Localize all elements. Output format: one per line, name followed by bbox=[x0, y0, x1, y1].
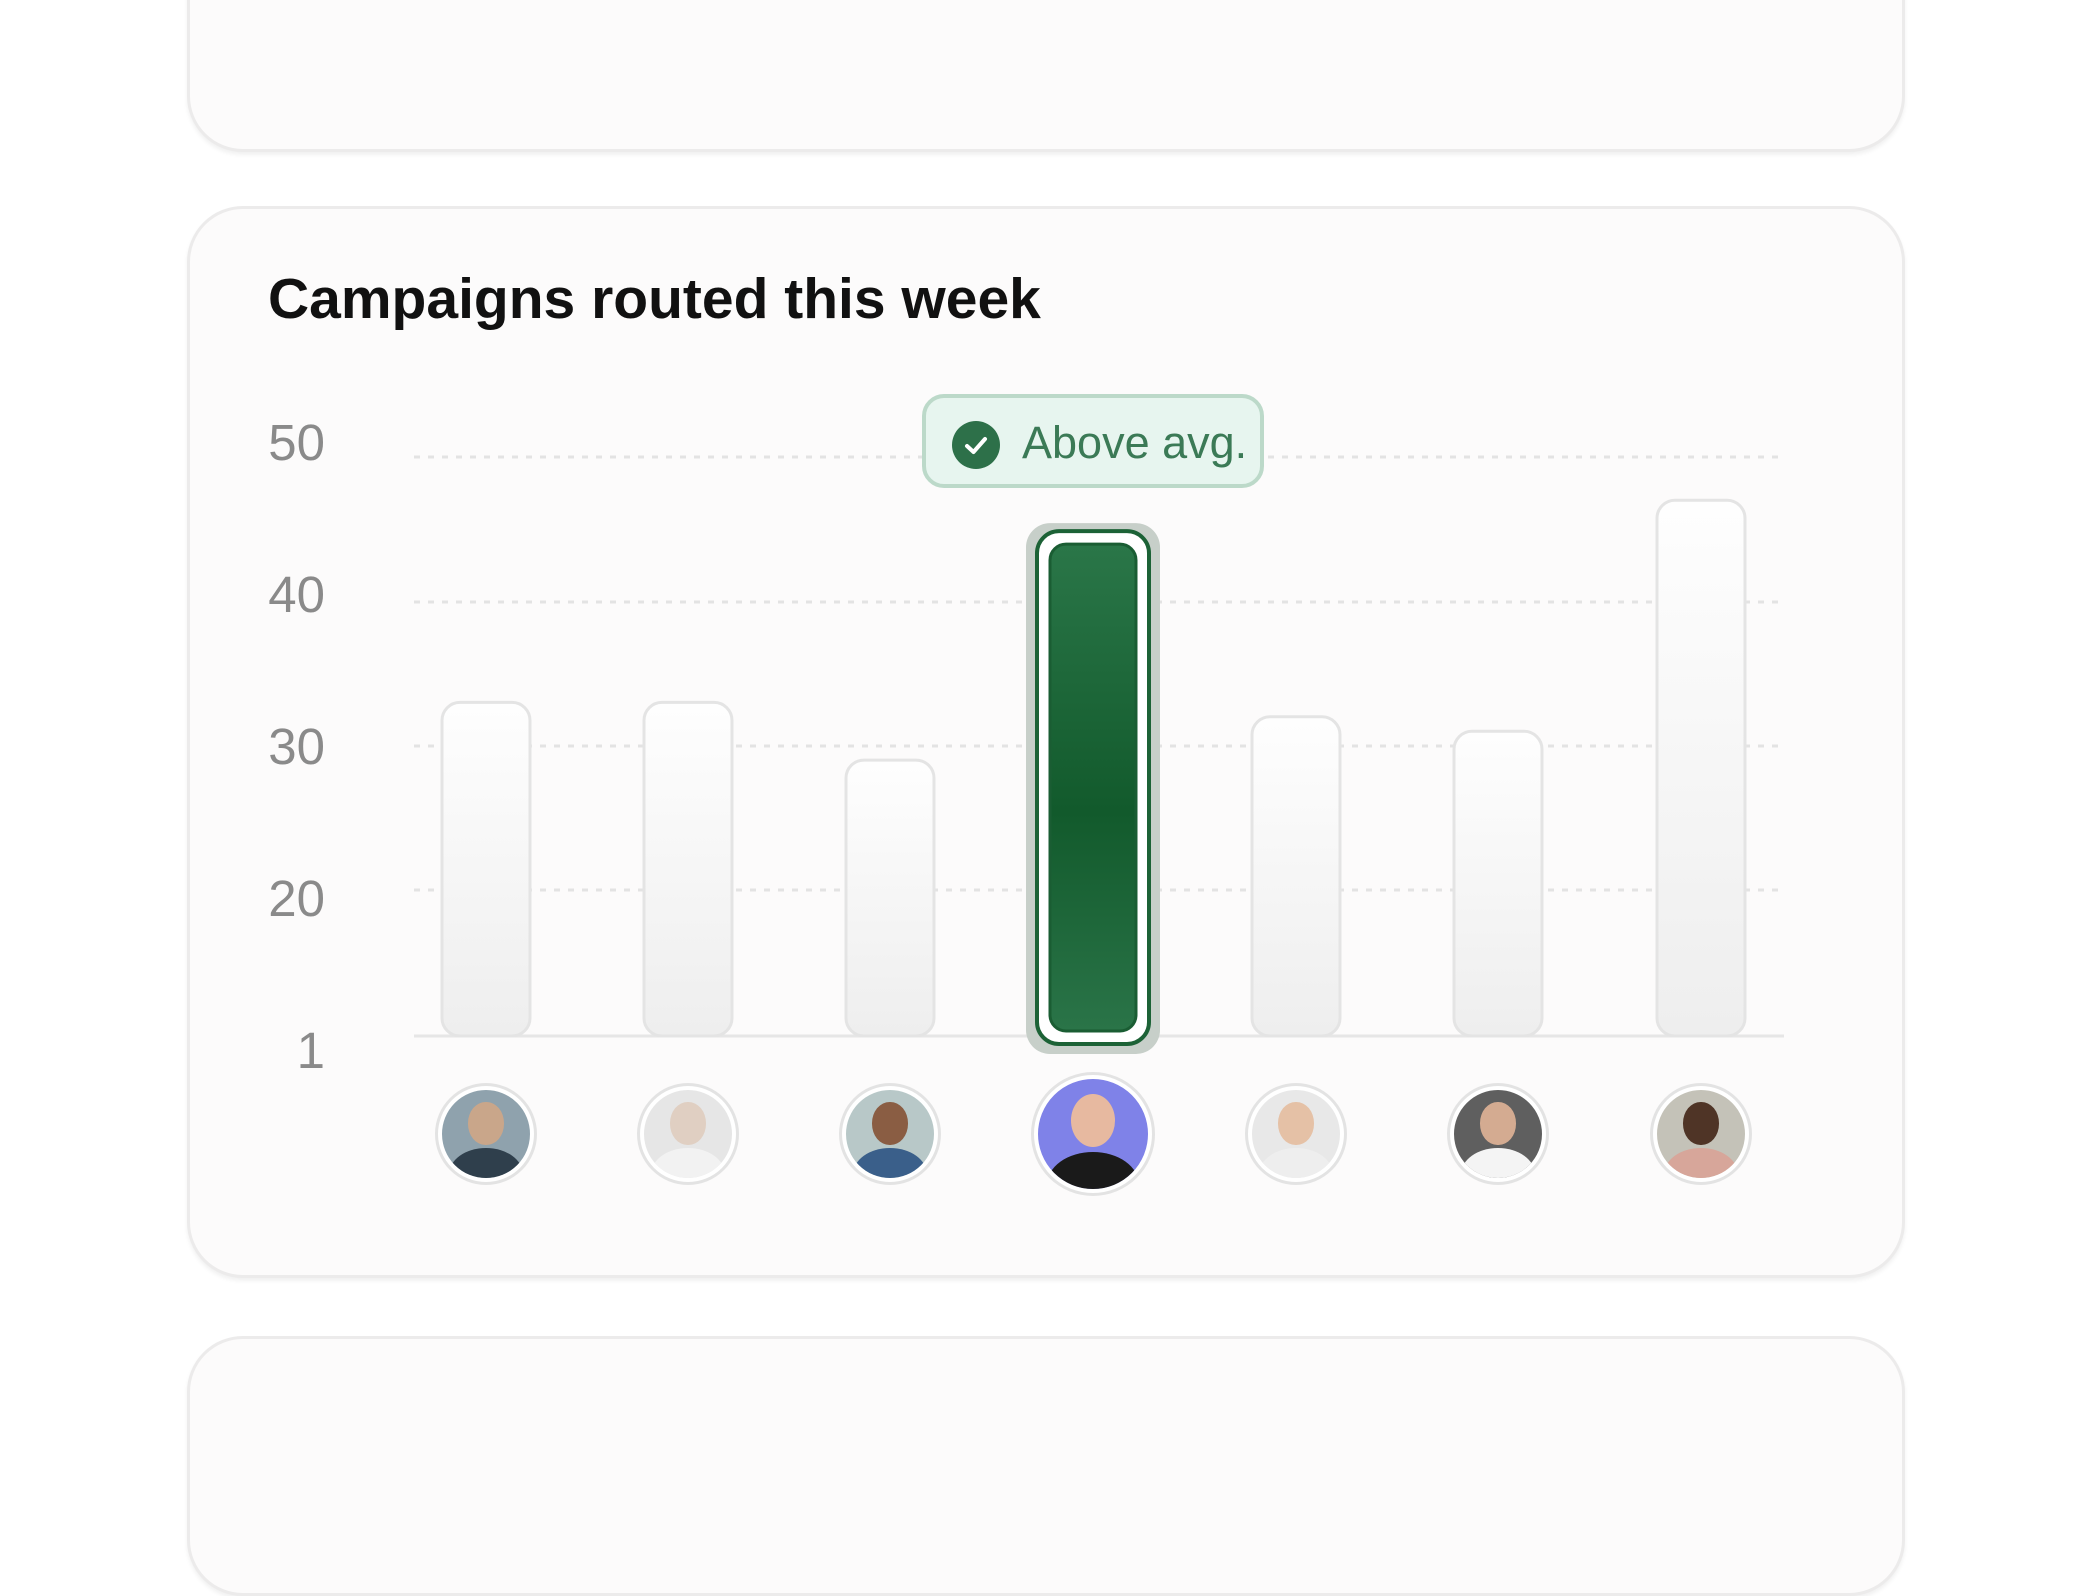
avatar-face bbox=[1071, 1094, 1115, 1148]
bar[interactable] bbox=[1452, 729, 1544, 1038]
avatar-face bbox=[1683, 1102, 1719, 1145]
bar[interactable] bbox=[642, 700, 734, 1038]
avatar-face bbox=[468, 1102, 504, 1145]
avatar-person-1-icon[interactable] bbox=[438, 1086, 534, 1182]
y-tick-label: 1 bbox=[296, 1022, 325, 1079]
card-top bbox=[187, 0, 1905, 152]
avatar-shoulders bbox=[651, 1148, 725, 1178]
avatar-face bbox=[872, 1102, 908, 1145]
bar-highlighted[interactable] bbox=[1048, 542, 1138, 1033]
avatar-shoulders bbox=[449, 1148, 523, 1178]
y-tick-label: 20 bbox=[268, 870, 325, 927]
avatar-person-7-icon[interactable] bbox=[1653, 1086, 1749, 1182]
bar[interactable] bbox=[1655, 498, 1747, 1038]
avatar-shoulders bbox=[1046, 1151, 1140, 1189]
avatar-person-4-icon[interactable] bbox=[1034, 1075, 1152, 1193]
y-tick-label: 50 bbox=[268, 414, 325, 471]
avatar-person-2-icon[interactable] bbox=[640, 1086, 736, 1182]
bar[interactable] bbox=[440, 700, 532, 1038]
avatar-person-5-icon[interactable] bbox=[1248, 1086, 1344, 1182]
avatar-shoulders bbox=[853, 1148, 927, 1178]
avatar-shoulders bbox=[1461, 1148, 1535, 1178]
above-average-badge: Above avg. bbox=[922, 394, 1264, 488]
avatar-person-3-icon[interactable] bbox=[842, 1086, 938, 1182]
bar[interactable] bbox=[1250, 715, 1342, 1038]
y-tick-label: 40 bbox=[268, 566, 325, 623]
avatar-face bbox=[1278, 1102, 1314, 1145]
chart-title: Campaigns routed this week bbox=[268, 267, 1041, 331]
avatar-person-6-icon[interactable] bbox=[1450, 1086, 1546, 1182]
bar-chart bbox=[414, 455, 1784, 1054]
avatar-face bbox=[670, 1102, 706, 1145]
y-tick-label: 30 bbox=[268, 718, 325, 775]
avatar-face bbox=[1480, 1102, 1516, 1145]
check-circle-icon bbox=[952, 421, 1000, 469]
badge-label: Above avg. bbox=[1022, 417, 1248, 468]
bar[interactable] bbox=[844, 758, 936, 1038]
avatar-shoulders bbox=[1664, 1148, 1738, 1178]
avatar-shoulders bbox=[1259, 1148, 1333, 1178]
